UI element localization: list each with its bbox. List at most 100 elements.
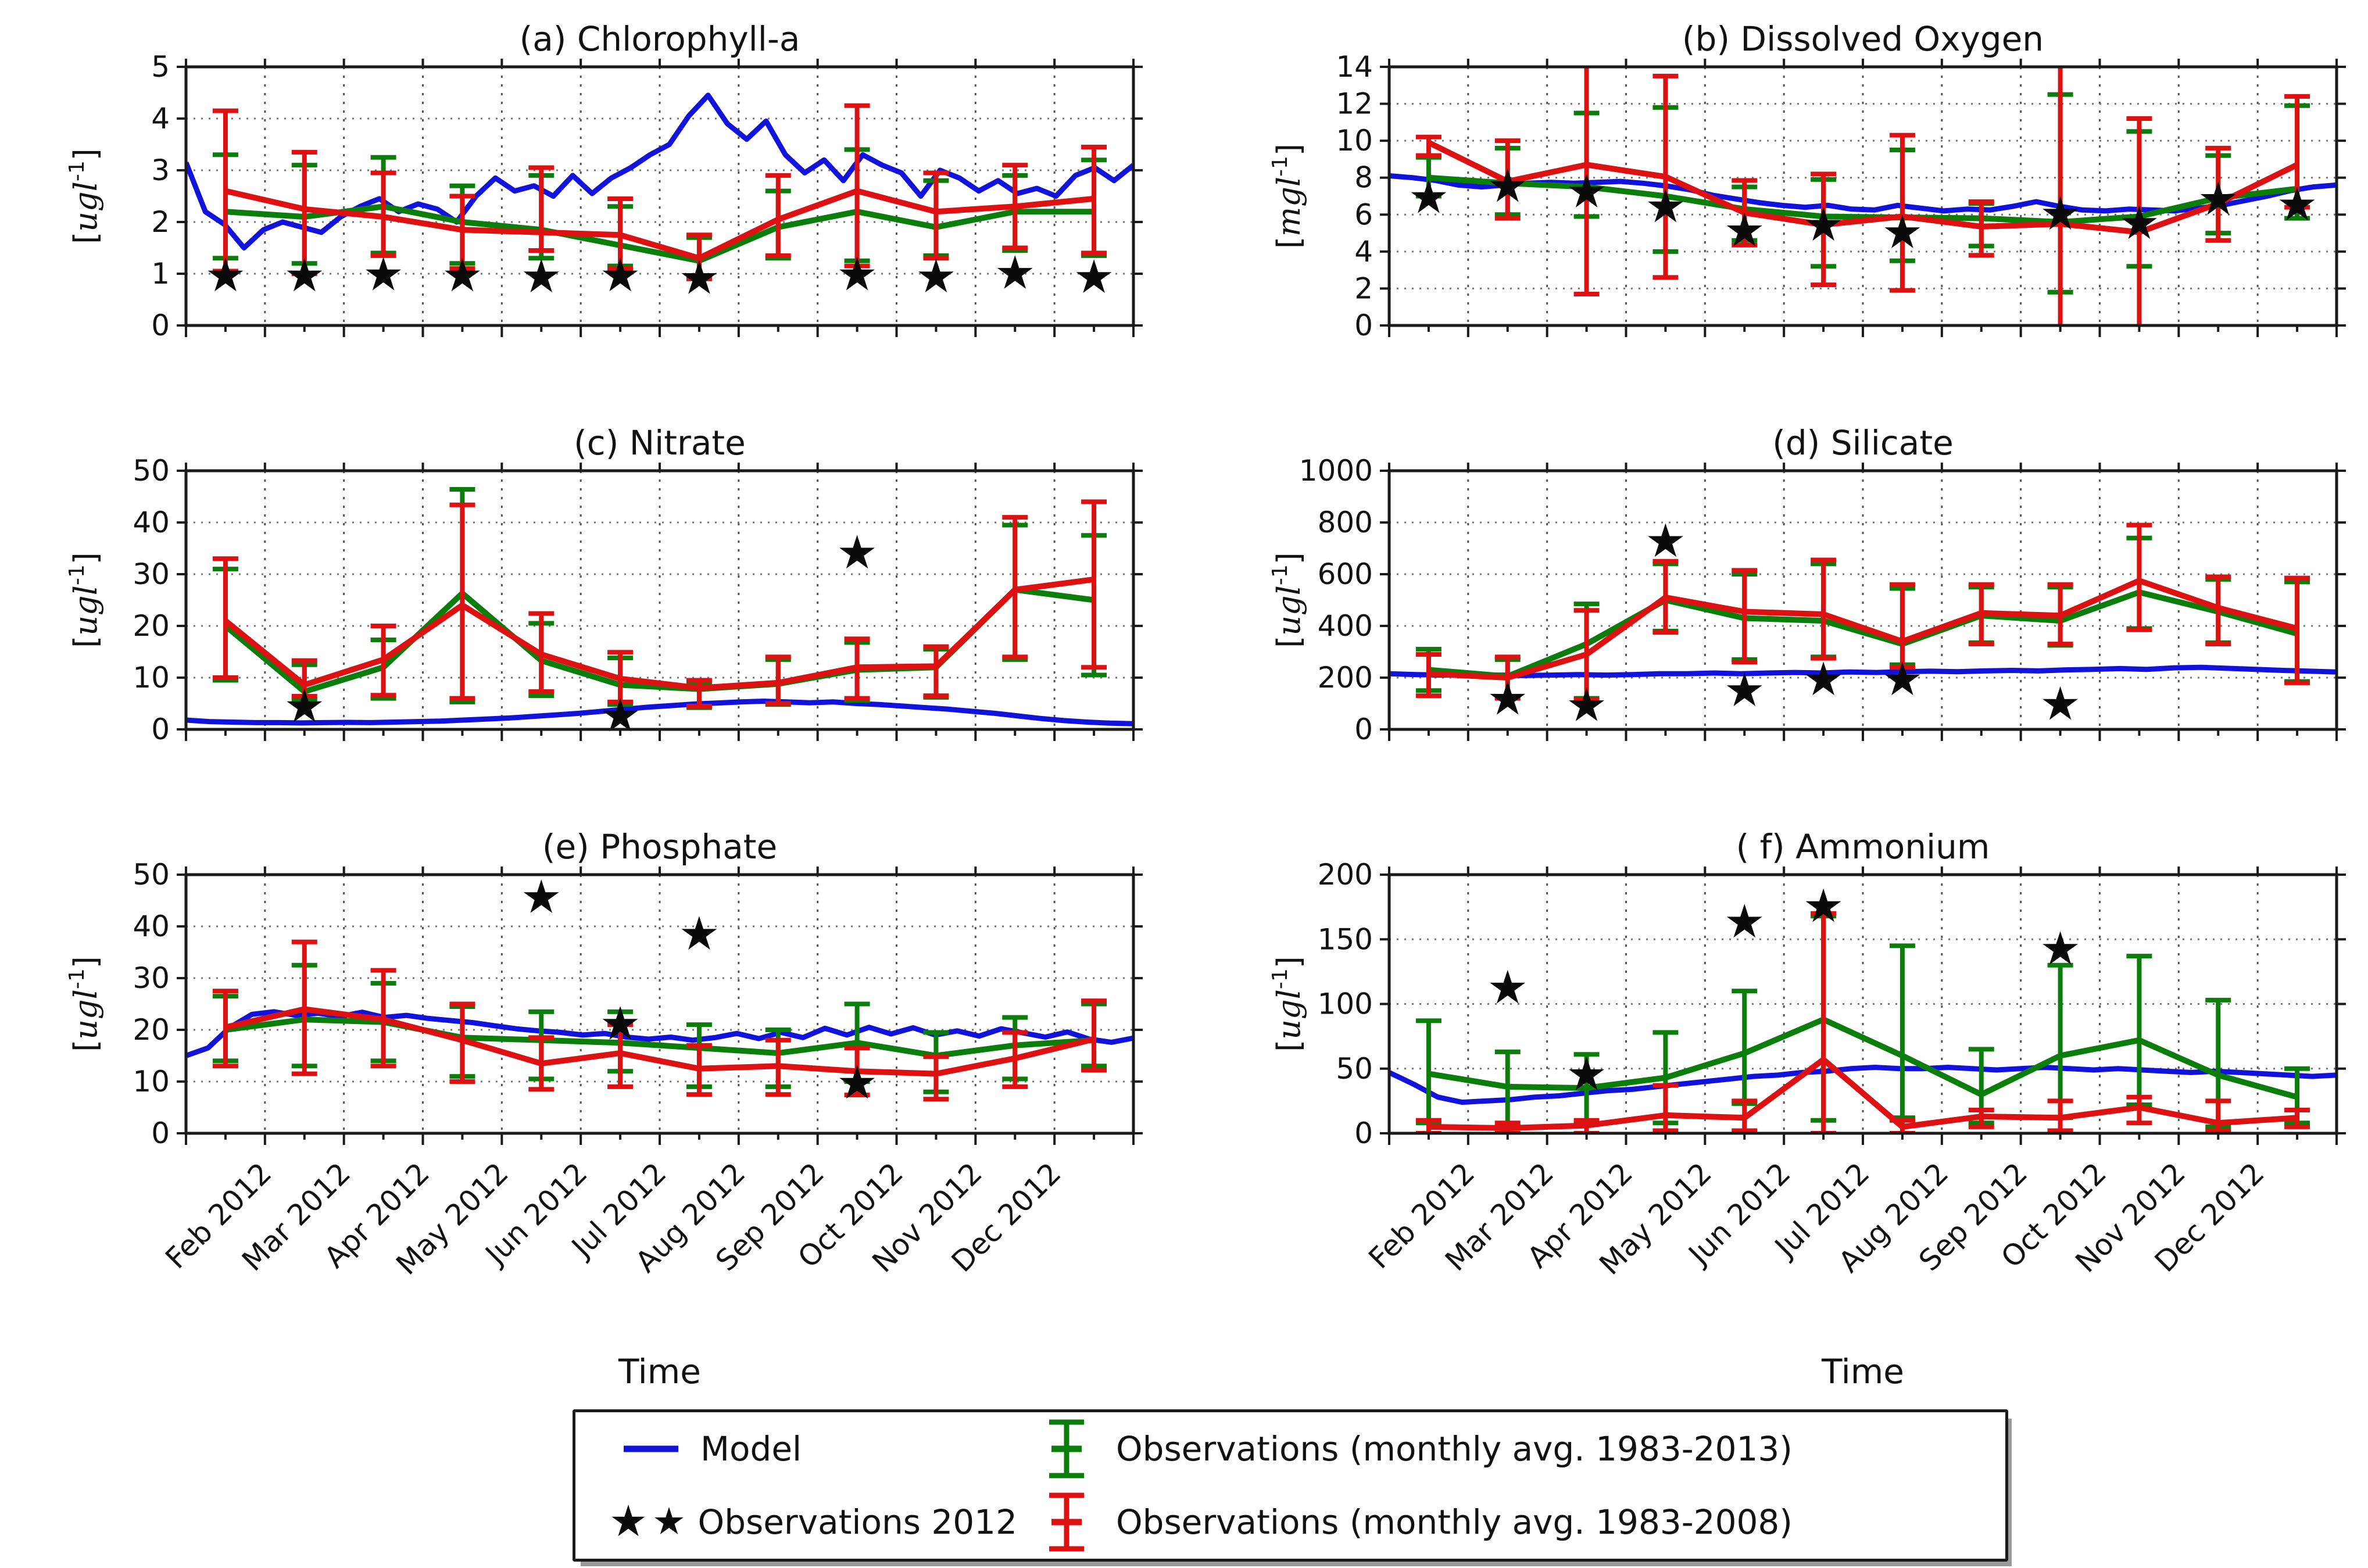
y-tick-label: 40 — [133, 910, 170, 943]
star-marker — [366, 256, 401, 291]
y-tick-label: 2 — [1354, 271, 1373, 305]
chart-d: 0 200 400 600 800 1000 (d) Silicate [ugl-1] — [1268, 423, 2346, 746]
star-marker — [2122, 205, 2157, 239]
legend-entry-model: Model — [602, 1415, 1017, 1483]
star-marker — [1648, 188, 1683, 223]
star-marker — [1490, 681, 1526, 715]
obs-red-series-f — [1415, 911, 2310, 1133]
y-axis-label-a: [ugl-1] — [65, 148, 104, 244]
legend-green-label: Observations (monthly avg. 1983-2013) — [1116, 1429, 1793, 1469]
y-tick-label: 3 — [151, 153, 170, 187]
series-layer — [1389, 522, 2337, 702]
axis-ticks — [1380, 867, 2346, 1145]
panel-silicate: 0 200 400 600 800 1000 (d) Silicate [ugl-1] — [1244, 418, 2354, 802]
chart-c: 0 10 20 30 40 50 (c) Nitrate [ugl-1] — [65, 423, 1143, 746]
y-tick-label: 0 — [1354, 713, 1373, 746]
y-tick-label: 2 — [151, 205, 170, 239]
y-tick-label: 200 — [1318, 661, 1373, 694]
y-axis-label-e: [ugl-1] — [65, 956, 104, 1052]
stars-2012-c — [287, 535, 875, 732]
panel-title-f: ( f) Ammonium — [1736, 827, 1990, 867]
y-tick-label: 800 — [1318, 506, 1373, 539]
star-marker — [839, 535, 875, 569]
star-marker — [1726, 212, 1762, 246]
model-line-f — [1389, 1065, 2337, 1105]
star-marker — [2043, 686, 2078, 720]
y-tick-label: 30 — [133, 961, 170, 995]
star-marker — [839, 1065, 875, 1099]
panel-title-c: (c) Nitrate — [574, 423, 746, 463]
y-tick-label: 1 — [151, 257, 170, 291]
star-marker — [2200, 181, 2236, 215]
panel-title-b: (b) Dissolved Oxygen — [1682, 19, 2044, 59]
stars-2012-b — [1411, 168, 2315, 248]
y-tick-label: 150 — [1318, 922, 1373, 956]
y-axis-label-c: [ugl-1] — [65, 552, 104, 648]
star-marker — [287, 257, 323, 292]
series-layer — [186, 487, 1133, 726]
y-axis-label-d: [ugl-1] — [1268, 552, 1307, 648]
y-tick-label: 10 — [133, 661, 170, 694]
star-marker — [208, 257, 244, 292]
y-tick-label: 40 — [133, 506, 170, 539]
y-tick-label: 0 — [151, 309, 170, 342]
chart-a: 0 1 2 3 4 5 (a) Chlorophyll-a [ugl-1] — [65, 19, 1143, 342]
star-marker — [1726, 672, 1762, 706]
panel-title-a: (a) Chlorophyll-a — [520, 19, 800, 59]
y-tick-label: 0 — [1354, 1116, 1373, 1150]
legend: Model Observations 2012 — [573, 1409, 2008, 1562]
panel-nitrate: 0 10 20 30 40 50 (c) Nitrate [ugl-1] — [41, 418, 1151, 802]
star-marker — [1569, 174, 1604, 207]
star-marker — [602, 697, 638, 732]
green-errorbar-icon — [1017, 1416, 1116, 1481]
stars-2012-d — [1490, 523, 2078, 721]
star-marker — [997, 255, 1033, 289]
y-tick-label: 0 — [151, 713, 170, 746]
y-tick-label: 20 — [133, 1013, 170, 1047]
star-marker — [445, 257, 480, 292]
obs-red-series-c — [212, 499, 1107, 708]
star-marker — [1884, 214, 1920, 248]
star-marker — [1569, 1056, 1604, 1090]
y-tick-label: 12 — [1336, 87, 1373, 121]
legend-red-label: Observations (monthly avg. 1983-2008) — [1116, 1502, 1793, 1542]
y-axis-label-f: [ugl-1] — [1268, 956, 1307, 1052]
legend-stars-label: Observations 2012 — [697, 1502, 1017, 1542]
axis-ticks — [177, 59, 1143, 337]
star-marker — [1726, 904, 1762, 938]
panel-phosphate: 0 10 20 30 40 50 (e) Phosphate [ugl-1] Feb 2012 M… — [41, 822, 1151, 1409]
star-marker — [1884, 661, 1920, 696]
y-tick-label: 200 — [1318, 858, 1373, 892]
x-axis-label: Time — [1821, 1352, 1904, 1391]
y-tick-label: 5 — [151, 50, 170, 84]
y-tick-label: 10 — [1336, 124, 1373, 157]
y-tick-label: 20 — [133, 609, 170, 643]
stars-2012-a — [208, 255, 1112, 294]
legend-entry-observations-2012: Observations 2012 — [602, 1488, 1017, 1556]
stars-2012-e — [523, 879, 875, 1099]
star-marker — [918, 259, 954, 293]
legend-entry-obs-red: Observations (monthly avg. 1983-2008) — [1017, 1488, 2005, 1556]
axis-ticks — [1380, 463, 2346, 741]
plot-area-b — [1389, 67, 2337, 325]
star-marker — [681, 260, 717, 294]
star-marker — [287, 688, 323, 722]
star-marker — [1490, 969, 1526, 1004]
legend-model-label: Model — [700, 1429, 802, 1469]
star-marker — [1569, 687, 1604, 721]
series-layer — [186, 92, 1133, 281]
model-line-c — [186, 699, 1133, 726]
star-marker — [1805, 661, 1841, 696]
axis-ticks — [1380, 59, 2346, 337]
y-tick-label: 8 — [1354, 161, 1373, 195]
legend-entry-obs-green: Observations (monthly avg. 1983-2013) — [1017, 1415, 2005, 1483]
y-axis-label-b: [mgl-1] — [1268, 144, 1307, 249]
y-tick-label: 100 — [1318, 987, 1373, 1021]
y-tick-label: 0 — [151, 1116, 170, 1150]
y-tick-label: 14 — [1336, 50, 1373, 84]
y-tick-label: 50 — [133, 454, 170, 488]
y-tick-label: 10 — [133, 1065, 170, 1098]
panel-dissolved-oxygen: 0 2 4 6 8 10 12 14 (b) Dissolved Oxygen [mgl-1] — [1244, 15, 2354, 398]
